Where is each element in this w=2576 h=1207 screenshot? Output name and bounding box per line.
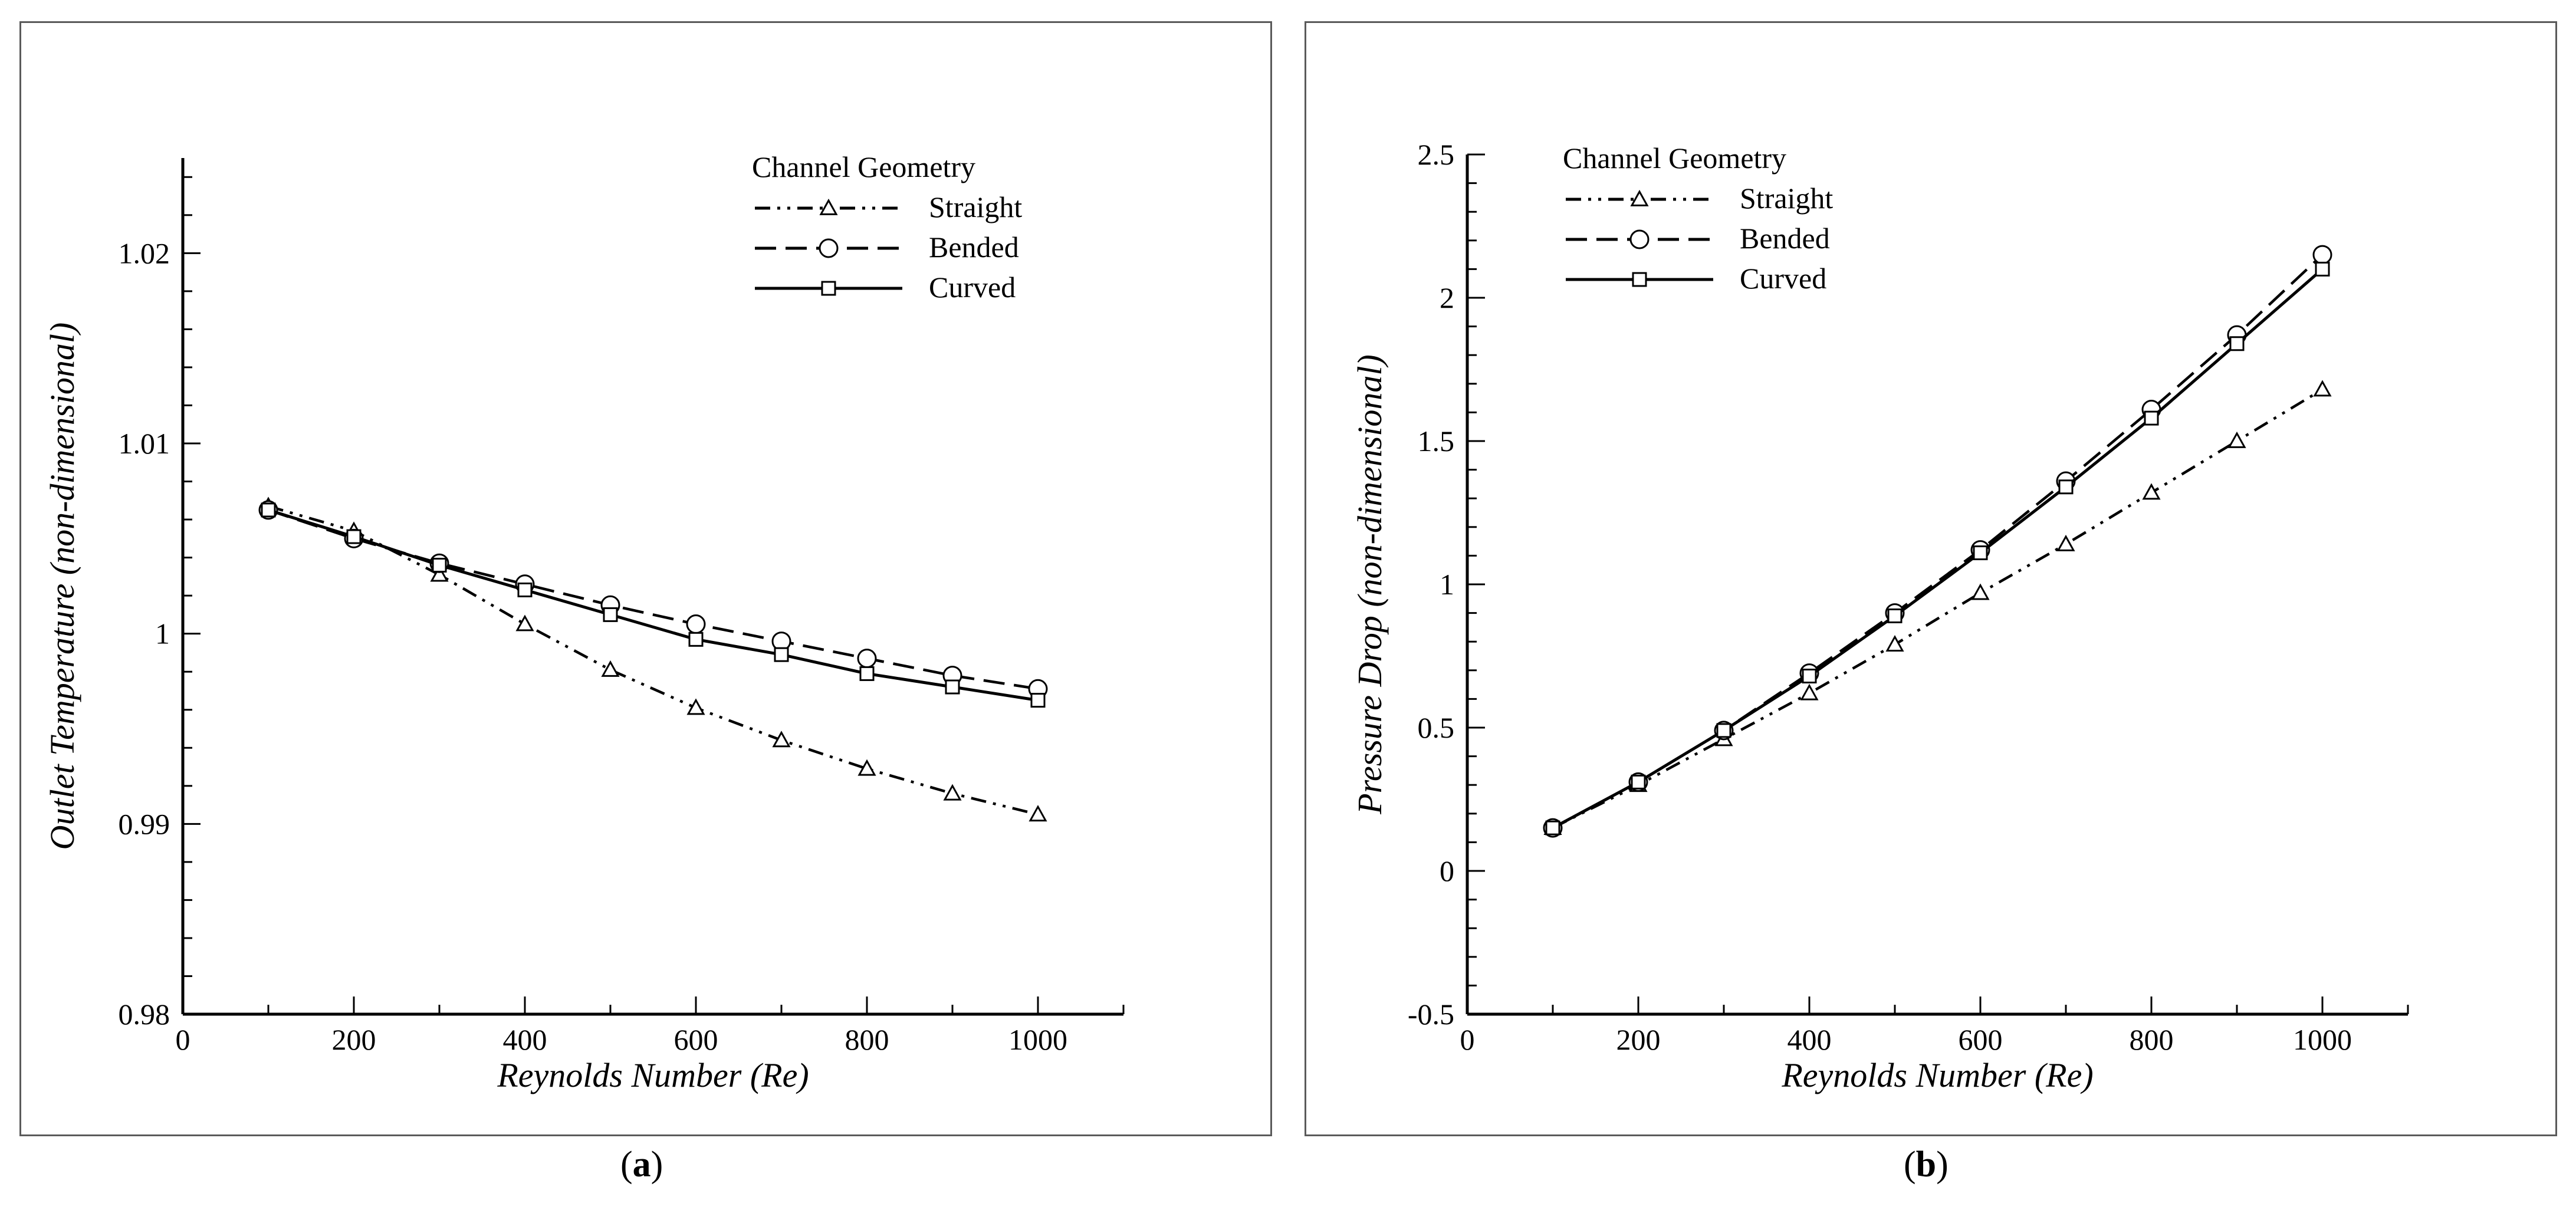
data-point-curved (859, 666, 875, 681)
data-point-straight (772, 731, 791, 748)
legend-marker-straight (1630, 189, 1649, 206)
data-point-curved (774, 647, 789, 662)
data-point-straight (1800, 683, 1819, 700)
legend-label-bended: Bended (929, 231, 1019, 264)
data-point-curved (346, 529, 362, 544)
chart-panel-b (1305, 21, 2557, 1136)
data-point-curved (1030, 693, 1046, 708)
y-tick-label: 0.5 (1418, 711, 1455, 744)
legend-marker-bended (819, 238, 839, 258)
x-tick-label: 800 (2130, 1023, 2174, 1056)
y-tick-label: 1 (155, 617, 170, 650)
x-tick-label: 0 (176, 1023, 190, 1056)
data-point-curved (688, 632, 704, 647)
x-tick-label: 200 (332, 1023, 376, 1056)
data-point-straight (2227, 431, 2246, 448)
data-point-straight (2056, 534, 2075, 551)
data-point-curved (517, 582, 533, 597)
data-point-curved (2315, 261, 2330, 277)
y-tick-label: 0.99 (119, 807, 170, 840)
series-line-straight (1552, 388, 2324, 830)
series-line-bended (268, 508, 1039, 690)
data-point-straight (1029, 805, 1047, 822)
legend-marker-straight (819, 198, 838, 215)
x-tick-label: 1000 (2293, 1023, 2352, 1056)
figure-label-a: (a) (620, 1144, 663, 1185)
legend-label-curved: Curved (929, 271, 1016, 304)
x-tick-label: 800 (845, 1023, 889, 1056)
data-point-curved (1802, 669, 1817, 684)
y-tick-label: 2 (1440, 281, 1454, 314)
data-point-curved (945, 679, 960, 695)
legend-label-bended: Bended (1740, 222, 1830, 255)
x-tick-label: 200 (1616, 1023, 1661, 1056)
chart-b: 0 200 400 600 800 1000-0.500.511.522.5Reynold… (1351, 138, 2409, 1094)
data-point-straight (601, 660, 620, 677)
series-line-curved (268, 508, 1039, 702)
y-axis-title: Outlet Temperature (non-dimensional) (43, 323, 81, 850)
data-point-curved (1545, 820, 1560, 836)
y-axis-title: Pressure Drop (non-dimensional) (1351, 354, 1389, 815)
data-point-straight (2142, 483, 2161, 500)
data-point-curved (432, 558, 447, 573)
data-point-straight (857, 759, 876, 776)
x-tick-label: 1000 (1008, 1023, 1067, 1056)
data-point-curved (1631, 774, 1646, 790)
data-point-straight (1885, 634, 1904, 652)
data-point-bended (857, 649, 877, 669)
figure-label-b: (b) (1904, 1144, 1949, 1185)
chart-panel-a (19, 21, 1272, 1136)
data-point-straight (1971, 583, 1990, 600)
x-tick-label: 600 (674, 1023, 718, 1056)
y-tick-label: 1.5 (1418, 425, 1455, 458)
data-point-straight (515, 614, 534, 632)
y-tick-label: 1.02 (119, 236, 170, 269)
data-point-curved (1887, 608, 1903, 623)
data-point-curved (261, 502, 276, 518)
x-axis-title: Reynolds Number (Re) (1781, 1056, 2093, 1094)
x-tick-label: 600 (1959, 1023, 2003, 1056)
y-tick-label: 2.5 (1418, 138, 1455, 171)
chart-a: 0 200 400 600 800 1000 0.98 0.99 1 1.01 1.02 Reynol… (43, 150, 1125, 1094)
legend-title: Channel Geometry (1563, 142, 1786, 175)
data-point-straight (686, 698, 705, 715)
data-point-straight (430, 565, 449, 582)
legend-title: Channel Geometry (752, 150, 975, 183)
data-point-curved (2058, 479, 2074, 495)
y-tick-label: -0.5 (1408, 998, 1454, 1031)
legend-label-straight: Straight (929, 190, 1022, 223)
y-tick-label: 0 (1440, 854, 1454, 887)
data-point-curved (1973, 545, 1988, 561)
y-tick-label: 1 (1440, 568, 1454, 601)
data-point-curved (1716, 723, 1731, 738)
legend-label-curved: Curved (1740, 262, 1826, 295)
x-tick-label: 400 (1788, 1023, 1832, 1056)
series-line-straight (268, 505, 1039, 816)
legend-marker-bended (1629, 229, 1650, 249)
x-axis-title: Reynolds Number (Re) (497, 1056, 809, 1094)
x-tick-label: 400 (503, 1023, 547, 1056)
data-point-straight (943, 784, 962, 801)
data-point-bended (2312, 245, 2332, 265)
series-line-bended (1552, 254, 2324, 830)
data-point-curved (2144, 410, 2159, 426)
data-point-bended (686, 614, 706, 634)
data-point-straight (2313, 380, 2332, 397)
data-point-curved (603, 607, 618, 622)
y-tick-label: 0.98 (119, 998, 170, 1031)
y-tick-label: 1.01 (119, 427, 170, 460)
legend-label-straight: Straight (1740, 182, 1833, 215)
data-point-curved (2229, 336, 2245, 351)
series-line-curved (1552, 268, 2324, 830)
legend-marker-curved (821, 281, 836, 296)
legend-marker-curved (1632, 272, 1647, 287)
x-tick-label: 0 (1460, 1023, 1475, 1056)
